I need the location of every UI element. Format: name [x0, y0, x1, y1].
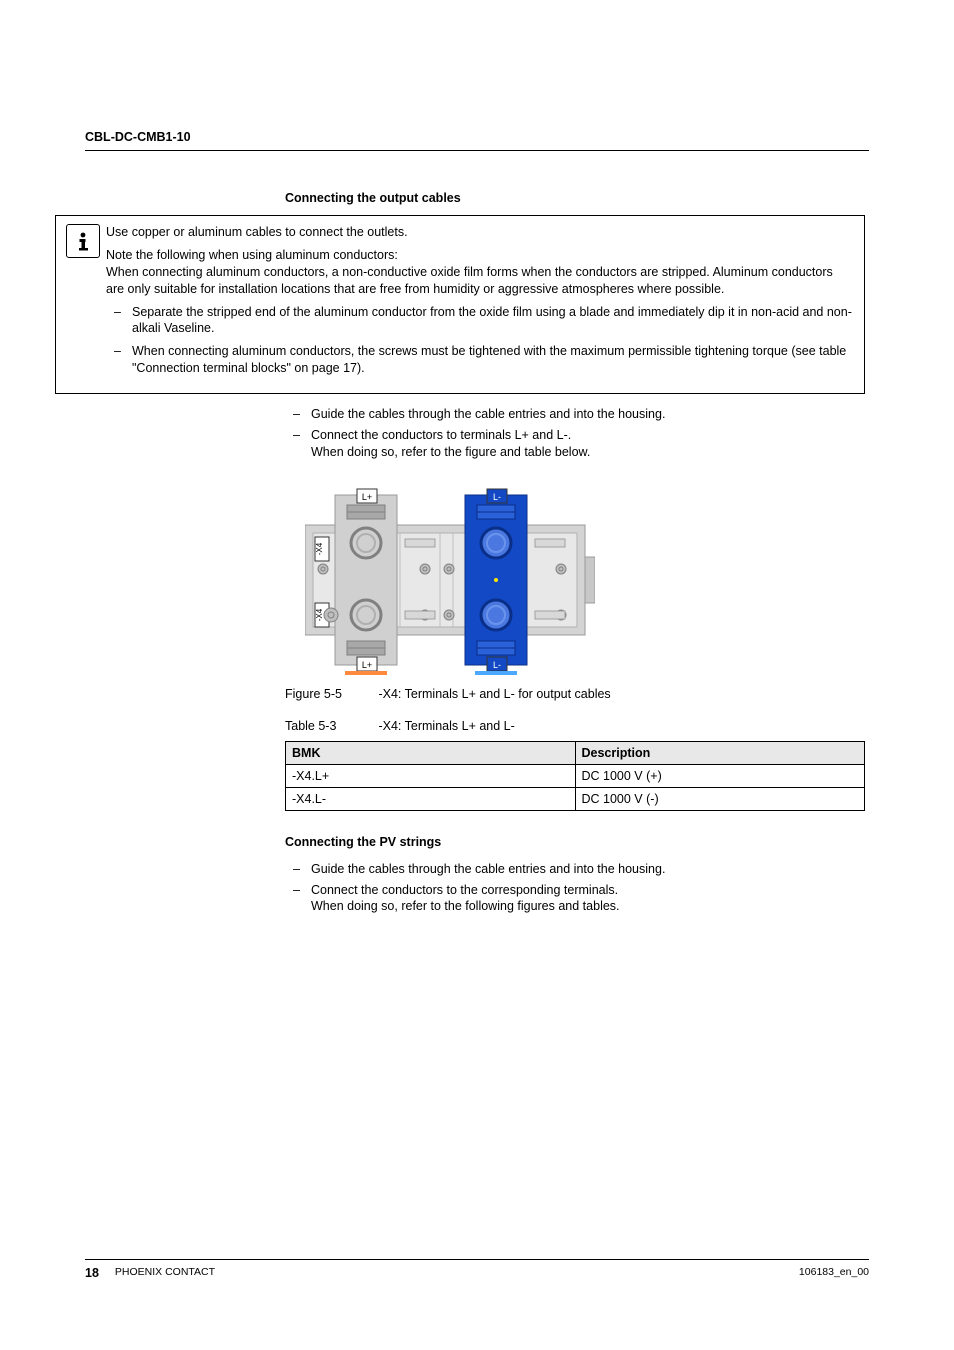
table-caption-text: -X4: Terminals L+ and L- — [378, 719, 514, 733]
pv-li1: Guide the cables through the cable entri… — [285, 861, 865, 878]
connect-conductors-li: Connect the conductors to terminals L+ a… — [285, 427, 865, 461]
terminal-table: BMK Description -X4.L+ DC 1000 V (+) -X4… — [285, 741, 865, 811]
fig-label-lplus-bot: L+ — [362, 660, 372, 670]
fig-x4-top: -X4 — [315, 542, 324, 555]
pv-li2a: Connect the conductors to the correspond… — [311, 883, 618, 897]
info-box: Use copper or aluminum cables to connect… — [55, 215, 865, 394]
td-r2c2: DC 1000 V (-) — [575, 787, 865, 810]
section-heading-output: Connecting the output cables — [285, 191, 865, 205]
fig-label-lminus-bot: L- — [493, 660, 501, 670]
fig-x4-bot: -X4 — [315, 608, 324, 621]
connect-a: Connect the conductors to terminals L+ a… — [311, 428, 571, 442]
pv-li2: Connect the conductors to the correspond… — [285, 882, 865, 916]
figure-caption-text: -X4: Terminals L+ and L- for output cabl… — [378, 687, 610, 701]
figure-caption: Figure 5-5 -X4: Terminals L+ and L- for … — [285, 687, 865, 701]
connect-b: When doing so, refer to the figure and t… — [311, 445, 590, 459]
table-number: Table 5-3 — [285, 719, 375, 733]
fig-label-lminus-top: L- — [493, 492, 501, 502]
table-caption: Table 5-3 -X4: Terminals L+ and L- — [285, 719, 865, 733]
info-icon — [66, 224, 100, 258]
header-product: CBL-DC-CMB1-10 — [85, 130, 869, 151]
info-p2: Note the following when using aluminum c… — [106, 247, 854, 264]
table-row: -X4.L- DC 1000 V (-) — [286, 787, 865, 810]
table-row: -X4.L+ DC 1000 V (+) — [286, 764, 865, 787]
section-heading-pv: Connecting the PV strings — [285, 835, 865, 849]
td-r1c2: DC 1000 V (+) — [575, 764, 865, 787]
footer-docid: 106183_en_00 — [799, 1266, 869, 1280]
guide-cables-li: Guide the cables through the cable entri… — [285, 406, 865, 423]
info-li1: Separate the stripped end of the aluminu… — [106, 304, 854, 338]
info-p3: When connecting aluminum conductors, a n… — [106, 264, 854, 298]
terminal-figure: L+ L+ — [305, 475, 865, 675]
td-r1c1: -X4.L+ — [286, 764, 576, 787]
pv-li2b: When doing so, refer to the following fi… — [311, 899, 620, 913]
page-number: 18 — [85, 1266, 99, 1280]
info-p1: Use copper or aluminum cables to connect… — [106, 224, 854, 241]
footer: 18 PHOENIX CONTACT 106183_en_00 — [85, 1259, 869, 1280]
figure-number: Figure 5-5 — [285, 687, 375, 701]
th-bmk: BMK — [286, 741, 576, 764]
td-r2c1: -X4.L- — [286, 787, 576, 810]
th-desc: Description — [575, 741, 865, 764]
footer-vendor: PHOENIX CONTACT — [115, 1266, 215, 1280]
fig-label-lplus-top: L+ — [362, 492, 372, 502]
info-li2: When connecting aluminum conductors, the… — [106, 343, 854, 377]
